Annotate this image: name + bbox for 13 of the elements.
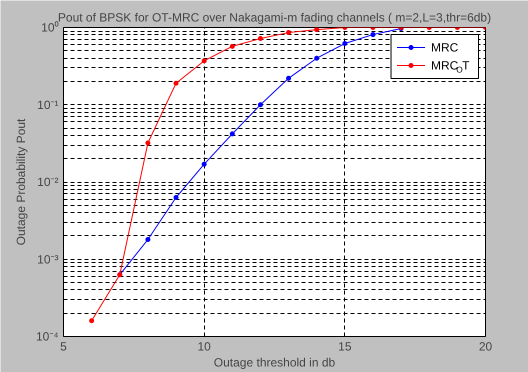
x-tick-label: 5 — [60, 340, 68, 354]
y-axis-title: Outage Probability Pout — [14, 118, 28, 246]
y-tick-label: 10⁻⁴ — [36, 330, 59, 344]
x-tick-label: 15 — [338, 340, 352, 354]
chart-title: Pout of BPSK for OT-MRC over Nakagami-m fading channels ( m=2,L=3,thr=6db) — [58, 10, 492, 24]
y-tick-label: 10⁻² — [37, 175, 59, 189]
y-tick-label: 10⁰ — [41, 20, 59, 34]
y-tick-label: 10⁻¹ — [37, 98, 59, 112]
x-tick-label: 20 — [478, 340, 492, 354]
legend-label: MRC — [431, 40, 459, 54]
x-axis-title: Outage threshold in db — [214, 356, 336, 370]
x-tick-label: 10 — [197, 340, 212, 354]
y-tick-label: 10⁻³ — [37, 252, 59, 266]
